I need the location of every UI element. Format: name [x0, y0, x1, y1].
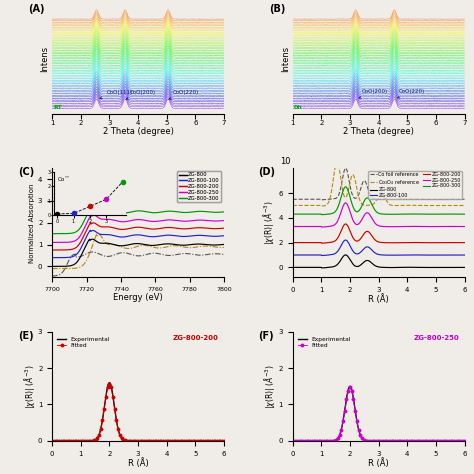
Fitted [323, 438, 328, 444]
Y-axis label: |$\chi$(R)| ($\AA^{-3}$): |$\chi$(R)| ($\AA^{-3}$) [261, 201, 276, 245]
Line: Experimental: Experimental [292, 386, 465, 441]
X-axis label: Energy (eV): Energy (eV) [113, 293, 163, 302]
Experimental [462, 438, 467, 444]
Fitted [347, 384, 353, 390]
Text: 0h: 0h [294, 105, 303, 109]
Experimental [107, 380, 112, 385]
Experimental [221, 438, 227, 444]
Experimental [347, 383, 353, 389]
X-axis label: R (Å): R (Å) [368, 294, 389, 304]
Experimental [132, 438, 138, 444]
Fitted [214, 438, 220, 444]
Text: CoO(111): CoO(111) [100, 90, 133, 99]
Fitted [290, 438, 296, 444]
Fitted [449, 438, 455, 444]
Experimental [143, 438, 148, 444]
Experimental [290, 438, 296, 444]
Y-axis label: Intens: Intens [281, 46, 290, 73]
Fitted [209, 438, 215, 444]
Experimental [458, 438, 464, 444]
Line: Experimental: Experimental [52, 383, 224, 441]
Fitted [380, 438, 386, 444]
Text: ZG-800-200: ZG-800-200 [173, 335, 219, 341]
Fitted [107, 381, 112, 387]
Experimental [372, 438, 377, 444]
Text: RT: RT [54, 104, 62, 109]
X-axis label: 2 Theta (degree): 2 Theta (degree) [102, 128, 173, 137]
Experimental [218, 438, 223, 444]
Experimental [152, 438, 157, 444]
Fitted [154, 438, 159, 444]
Experimental [49, 438, 55, 444]
Line: Fitted: Fitted [292, 386, 466, 442]
Text: (B): (B) [269, 4, 285, 14]
Fitted [394, 438, 400, 444]
Y-axis label: Intens: Intens [40, 46, 49, 73]
Experimental [383, 438, 389, 444]
Y-axis label: Normalized Absorption: Normalized Absorption [29, 183, 35, 263]
Fitted [49, 438, 55, 444]
Text: (E): (E) [18, 331, 33, 341]
Legend: Experimental, Fitted: Experimental, Fitted [55, 335, 112, 351]
Fitted [82, 438, 88, 444]
Experimental [131, 438, 137, 444]
Fitted [221, 438, 227, 444]
Text: CoO(220): CoO(220) [169, 90, 199, 100]
Text: ZG-800-250: ZG-800-250 [414, 335, 459, 341]
Text: 10: 10 [281, 157, 291, 166]
Fitted [139, 438, 145, 444]
Text: (F): (F) [258, 331, 274, 341]
Experimental [392, 438, 398, 444]
Text: CoO(200): CoO(200) [359, 89, 388, 98]
Legend: ZG-800, ZG-800-100, ZG-800-200, ZG-800-250, ZG-800-300: ZG-800, ZG-800-100, ZG-800-200, ZG-800-2… [177, 171, 221, 202]
Fitted [89, 438, 95, 444]
Line: Fitted: Fitted [51, 383, 225, 442]
Text: CoO(200): CoO(200) [126, 90, 155, 100]
X-axis label: R (Å): R (Å) [368, 458, 389, 468]
Experimental [373, 438, 379, 444]
Text: (D): (D) [258, 167, 275, 177]
Experimental [431, 438, 437, 444]
Text: (C): (C) [18, 167, 34, 177]
Text: CoO(220): CoO(220) [398, 89, 425, 98]
Y-axis label: |$\chi$(R)| ($\AA^{-3}$): |$\chi$(R)| ($\AA^{-3}$) [262, 364, 277, 409]
Legend: Co foil reference, Co$_3$O$_4$ reference, ZG-800, ZG-800-100, ZG-800-200, ZG-800: Co foil reference, Co$_3$O$_4$ reference… [368, 171, 462, 199]
Experimental [191, 438, 196, 444]
Y-axis label: |$\chi$(R)| ($\AA^{-3}$): |$\chi$(R)| ($\AA^{-3}$) [21, 364, 36, 409]
Fitted [462, 438, 467, 444]
Fitted [330, 438, 336, 444]
Fitted [455, 438, 460, 444]
Text: (A): (A) [28, 4, 45, 14]
X-axis label: 2 Theta (degree): 2 Theta (degree) [343, 128, 414, 137]
Legend: Experimental, Fitted: Experimental, Fitted [296, 335, 353, 351]
X-axis label: R (Å): R (Å) [128, 458, 148, 468]
